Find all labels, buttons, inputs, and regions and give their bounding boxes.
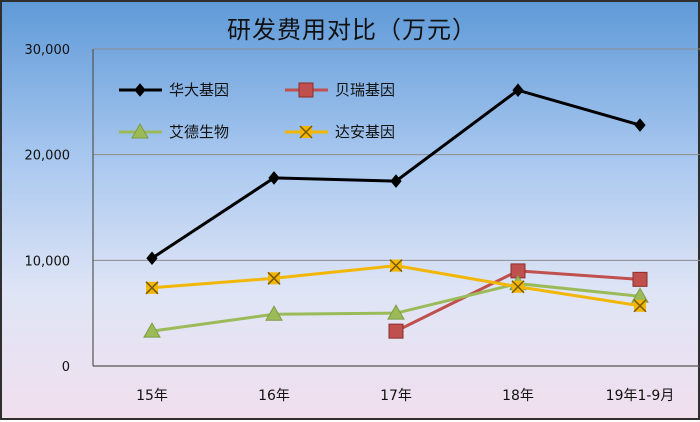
data-point [387, 304, 405, 320]
legend-marker-stroke [299, 125, 313, 139]
y-tick-label: 10,000 [25, 254, 71, 269]
series-line-1 [151, 88, 641, 260]
data-point [512, 83, 524, 97]
legend-marker [131, 122, 149, 139]
legend-label: 达安基因 [335, 123, 395, 141]
x-tick-label: 19年1-9月 [606, 388, 675, 404]
x-tick-label: 18年 [502, 388, 534, 404]
data-point [634, 118, 646, 132]
data-point [390, 174, 402, 188]
legend-label: 华大基因 [169, 81, 229, 99]
data-point [268, 171, 280, 185]
y-tick-label: 20,000 [25, 149, 71, 164]
legend-marker [134, 83, 146, 97]
data-point [146, 251, 158, 266]
chart-title: 研发费用对比（万元） [227, 16, 477, 44]
legend-label: 艾德生物 [169, 123, 229, 141]
x-tick-label: 15年 [136, 388, 168, 404]
data-point-stroke [145, 281, 159, 295]
data-point [143, 322, 161, 338]
y-tick-label: 0 [62, 360, 70, 375]
data-point-stroke [511, 280, 525, 294]
x-tick-label: 17年 [380, 388, 412, 404]
data-point [388, 323, 404, 339]
y-tick-label: 30,000 [25, 43, 71, 58]
data-point-stroke [389, 259, 403, 273]
data-point [632, 271, 648, 287]
series-line-4 [151, 264, 641, 308]
x-tick-label: 16年 [258, 388, 290, 404]
data-point-stroke [633, 299, 647, 313]
data-point-stroke [267, 271, 281, 285]
legend-label: 贝瑞基因 [335, 81, 395, 99]
data-point [265, 305, 283, 321]
legend-marker [298, 82, 314, 98]
